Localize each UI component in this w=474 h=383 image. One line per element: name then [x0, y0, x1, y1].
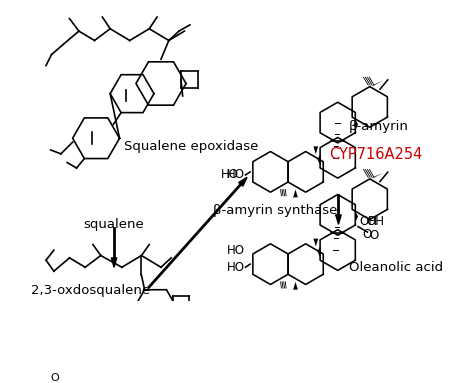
- Text: O: O: [50, 373, 59, 383]
- Text: OH: OH: [367, 215, 384, 228]
- Polygon shape: [336, 215, 341, 224]
- Text: HO: HO: [227, 261, 245, 274]
- Polygon shape: [318, 246, 320, 258]
- Polygon shape: [293, 190, 298, 197]
- Text: 2,3-oxdosqualene: 2,3-oxdosqualene: [31, 284, 150, 297]
- Text: OH: OH: [360, 214, 378, 228]
- Polygon shape: [318, 154, 320, 165]
- Polygon shape: [63, 349, 74, 367]
- Text: β-amyrin: β-amyrin: [349, 120, 409, 133]
- Text: HO: HO: [220, 169, 238, 182]
- Text: O: O: [363, 228, 372, 241]
- Text: CYP716A254: CYP716A254: [329, 147, 422, 162]
- Text: HO: HO: [227, 244, 245, 257]
- Text: Squalene epoxidase: Squalene epoxidase: [124, 139, 259, 152]
- Polygon shape: [111, 258, 117, 267]
- Text: Oleanolic acid: Oleanolic acid: [349, 261, 443, 274]
- Polygon shape: [313, 239, 318, 246]
- Text: HO: HO: [227, 169, 245, 182]
- Polygon shape: [239, 177, 247, 186]
- Polygon shape: [355, 119, 358, 130]
- Text: squalene: squalene: [84, 218, 145, 231]
- Polygon shape: [355, 211, 358, 223]
- Polygon shape: [293, 282, 298, 290]
- Text: O: O: [369, 229, 378, 242]
- Polygon shape: [371, 173, 384, 179]
- Polygon shape: [371, 80, 384, 87]
- Polygon shape: [70, 367, 81, 370]
- Text: β-amyrin synthase: β-amyrin synthase: [213, 205, 338, 218]
- Polygon shape: [313, 146, 318, 154]
